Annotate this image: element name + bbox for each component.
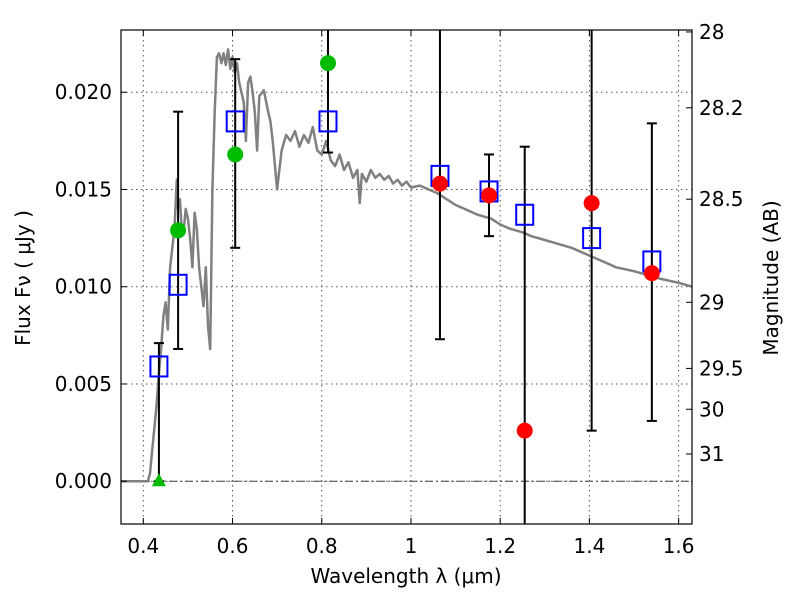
axis-ticks	[121, 30, 692, 524]
observed-point-marker	[227, 146, 244, 163]
observed-point-marker	[516, 422, 533, 439]
right-tick-label: 31	[699, 442, 724, 466]
y-tick-label: 0.000	[55, 469, 112, 493]
observed-point-marker	[481, 187, 498, 204]
model-square-marker	[168, 273, 188, 296]
right-tick-label: 28	[699, 20, 724, 44]
error-bars	[153, 30, 657, 524]
x-tick-label: 0.4	[127, 534, 159, 558]
observed-point-marker	[643, 265, 660, 282]
model-square-marker	[318, 110, 338, 133]
observed-point-marker	[170, 222, 187, 239]
right-tick-labels: 28 28.2 28.5 29 29.5 30 31	[699, 20, 744, 466]
y-tick-label: 0.015	[55, 177, 112, 201]
right-tick-label: 29.5	[699, 356, 744, 380]
x-tick-label: 1	[405, 534, 418, 558]
x-tick-label: 1.2	[484, 534, 516, 558]
x-tick-label: 1.6	[663, 534, 695, 558]
plot-frame	[120, 29, 693, 525]
x-tick-label: 0.8	[306, 534, 338, 558]
model-square-marker	[582, 227, 602, 250]
x-tick-label: 1.4	[573, 534, 605, 558]
y-axis-label: Flux Fν ( μJy )	[11, 210, 35, 346]
observed-point-marker	[431, 175, 448, 192]
sed-model-curve	[121, 48, 693, 483]
data-markers	[149, 55, 662, 487]
y-tick-labels: 0.000 0.005 0.010 0.015 0.020	[55, 80, 112, 493]
model-square-marker	[515, 203, 535, 226]
y-tick-label: 0.010	[55, 275, 112, 299]
right-tick-label: 28.2	[699, 96, 744, 120]
model-square-marker	[149, 355, 169, 378]
x-tick-label: 0.6	[217, 534, 249, 558]
model-square-marker	[225, 110, 245, 133]
y-tick-label: 0.020	[55, 80, 112, 104]
x-tick-labels: 0.4 0.6 0.8 1 1.2 1.4 1.6	[127, 534, 694, 558]
right-tick-label: 28.5	[699, 187, 744, 211]
observed-point-marker	[319, 55, 336, 72]
right-tick-label: 30	[699, 397, 724, 421]
x-axis-label: Wavelength λ (μm)	[310, 564, 501, 588]
right-axis-label: Magnitude (AB)	[759, 200, 783, 355]
observed-point-marker	[583, 195, 600, 212]
upper-limit-marker	[151, 473, 166, 487]
right-tick-label: 29	[699, 290, 724, 314]
y-tick-label: 0.005	[55, 372, 112, 396]
